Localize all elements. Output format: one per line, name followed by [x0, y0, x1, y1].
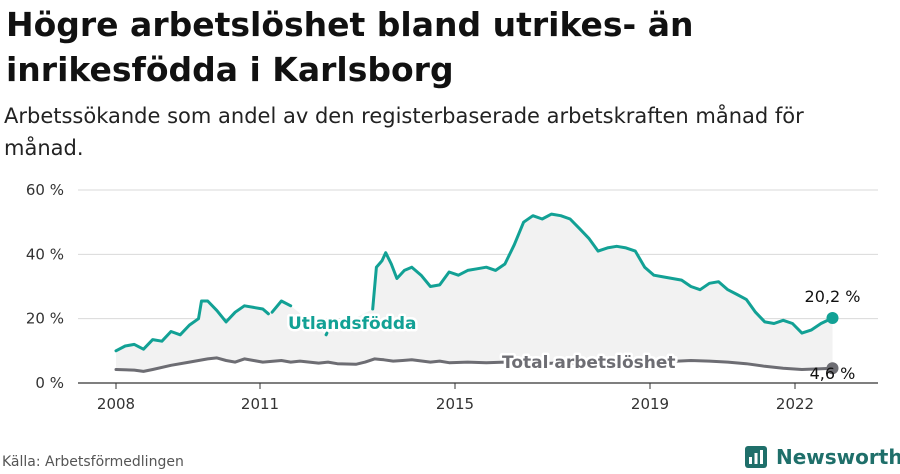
newsworthy-logo-icon: [745, 446, 767, 468]
series-label-utlandsfodda-halo: Utlandsfödda: [288, 314, 417, 334]
end-value-total: 4,6 %: [810, 364, 856, 383]
source-note: Källa: Arbetsförmedlingen: [2, 454, 184, 470]
series-end-dot-total: [826, 362, 839, 375]
x-tick-label: 2019: [631, 395, 669, 413]
brand-logo-group: Newsworthy: [744, 444, 900, 470]
series-line-foreign: [371, 212, 834, 335]
end-value-utlandsfodda: 20,2 %: [805, 287, 861, 306]
y-tick-label: 20 %: [26, 310, 64, 328]
series-line-foreign: [270, 299, 293, 314]
x-tick-label: 2008: [97, 395, 135, 413]
y-tick-label: 60 %: [26, 181, 64, 199]
y-tick-label: 0 %: [35, 374, 64, 392]
series-end-dot-foreign: [826, 312, 839, 325]
series-line-foreign: [114, 299, 270, 353]
series-line-total: [114, 356, 834, 373]
series-label-utlandsfodda: Utlandsfödda: [288, 314, 417, 334]
area-layer: [116, 214, 833, 372]
chart-title: Högre arbetslöshet bland utrikes- än inr…: [6, 5, 694, 89]
x-tick-label: 2015: [436, 395, 474, 413]
series-label-total: Total arbetslöshet: [502, 353, 676, 373]
line-layer: [114, 212, 839, 375]
chart-subtitle: Arbetssökande som andel av den registerb…: [4, 104, 804, 160]
y-tick-label: 40 %: [26, 245, 64, 263]
x-tick-label: 2022: [776, 395, 814, 413]
series-label-total-halo: Total arbetslöshet: [502, 353, 676, 373]
brand-name: Newsworthy: [776, 445, 900, 469]
x-tick-label: 2011: [241, 395, 279, 413]
series-line-foreign: [324, 331, 329, 337]
grid-layer: 0 % 20 % 40 % 60 % 2008 2011 2015 2019 2022: [26, 181, 878, 413]
gap-area: [116, 214, 833, 372]
